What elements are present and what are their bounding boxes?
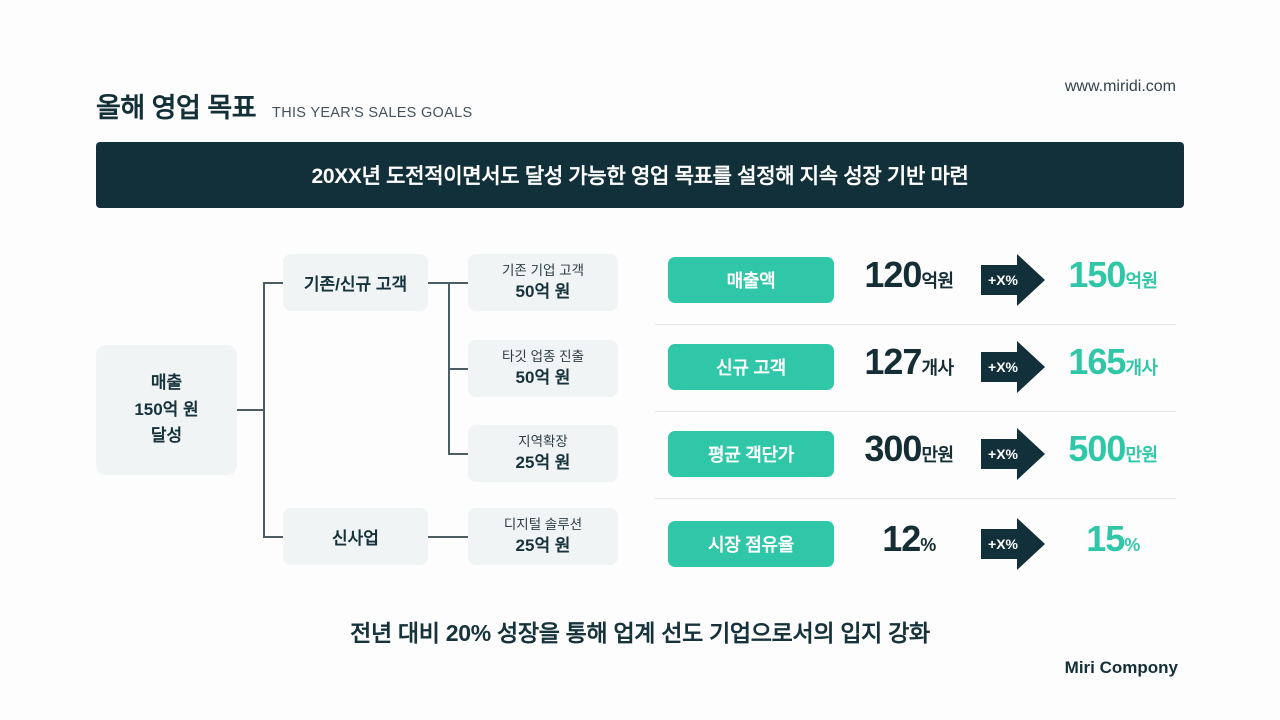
connector-line (448, 282, 468, 284)
target-number: 165 (1068, 341, 1126, 382)
summary-statement: 전년 대비 20% 성장을 통해 업계 선도 기업으로서의 입지 강화 (350, 620, 930, 646)
row-divider (655, 498, 1176, 499)
current-unit: 억원 (921, 271, 954, 291)
leaf-value: 50억 원 (515, 367, 571, 387)
growth-arrow-label: +X% (988, 359, 1018, 375)
current-number: 120 (864, 254, 922, 295)
row-divider (655, 411, 1176, 412)
leaf-label: 지역확장 (518, 434, 568, 450)
target-number: 150 (1068, 254, 1126, 295)
current-number: 300 (864, 428, 922, 469)
metric-current-avg-order-value: 300 만원 (834, 428, 984, 470)
growth-arrow-label: +X% (988, 446, 1018, 462)
metric-target-avg-order-value: 500 만원 (1038, 428, 1188, 470)
metric-current-new-customers: 127 개사 (834, 341, 984, 383)
target-unit: 만원 (1125, 445, 1158, 465)
tree-leaf-target-industry: 타깃 업종 진출 50억 원 (468, 340, 618, 397)
connector-line (237, 409, 263, 411)
branch-label: 기존/신규 고객 (303, 275, 408, 294)
tree-root-node: 매출 150억 원 달성 (96, 345, 237, 475)
page-subtitle: THIS YEAR'S SALES GOALS (272, 105, 473, 121)
page-title: 올해 영업 목표 (96, 93, 257, 123)
tree-leaf-digital-solution: 디지털 솔루션 25억 원 (468, 508, 618, 565)
current-number: 127 (864, 341, 922, 382)
company-name: Miri Compony (1064, 658, 1178, 677)
metric-label-revenue: 매출액 (668, 257, 834, 303)
metric-label-new-customers: 신규 고객 (668, 344, 834, 390)
target-unit: 개사 (1125, 358, 1158, 378)
tree-leaf-regional-expansion: 지역확장 25억 원 (468, 425, 618, 482)
metric-label-text: 매출액 (726, 271, 776, 291)
root-line-3: 달성 (150, 426, 183, 446)
current-number: 12 (882, 518, 921, 559)
growth-arrow-icon: +X% (981, 341, 1045, 393)
connector-line (263, 536, 283, 538)
connector-line (263, 282, 283, 284)
target-unit: 억원 (1125, 271, 1158, 291)
current-unit: % (920, 535, 936, 555)
connector-line (428, 282, 448, 284)
metric-current-market-share: 12 % (834, 518, 984, 560)
goal-banner: 20XX년 도전적이면서도 달성 가능한 영업 목표를 설정해 지속 성장 기반… (96, 142, 1184, 208)
connector-line (448, 368, 468, 370)
leaf-label: 기존 기업 고객 (501, 263, 585, 279)
website-url: www.miridi.com (1064, 78, 1176, 95)
growth-arrow-icon: +X% (981, 254, 1045, 306)
leaf-label: 디지털 솔루션 (503, 517, 583, 533)
metric-target-market-share: 15 % (1038, 518, 1188, 560)
growth-arrow-label: +X% (988, 272, 1018, 288)
leaf-value: 25억 원 (515, 452, 571, 472)
metric-label-text: 평균 객단가 (707, 445, 794, 465)
leaf-value: 25억 원 (515, 535, 571, 555)
target-number: 15 (1086, 518, 1125, 559)
tree-branch-existing-new-customers: 기존/신규 고객 (283, 254, 428, 311)
connector-line (428, 536, 468, 538)
tree-leaf-existing-corporate: 기존 기업 고객 50억 원 (468, 254, 618, 311)
leaf-value: 50억 원 (515, 281, 571, 301)
row-divider (655, 324, 1176, 325)
metric-target-new-customers: 165 개사 (1038, 341, 1188, 383)
branch-label: 신사업 (332, 529, 379, 548)
growth-arrow-label: +X% (988, 536, 1018, 552)
metric-label-market-share: 시장 점유율 (668, 521, 834, 567)
root-line-2: 150억 원 (134, 399, 199, 419)
root-line-1: 매출 (150, 373, 183, 393)
target-unit: % (1124, 535, 1140, 555)
growth-arrow-icon: +X% (981, 428, 1045, 480)
metric-label-text: 시장 점유율 (707, 535, 794, 555)
connector-line (448, 453, 468, 455)
metric-current-revenue: 120 억원 (834, 254, 984, 296)
leaf-label: 타깃 업종 진출 (501, 349, 585, 365)
growth-arrow-icon: +X% (981, 518, 1045, 570)
connector-line (263, 282, 265, 537)
metric-label-avg-order-value: 평균 객단가 (668, 431, 834, 477)
target-number: 500 (1068, 428, 1126, 469)
metric-target-revenue: 150 억원 (1038, 254, 1188, 296)
goal-banner-text: 20XX년 도전적이면서도 달성 가능한 영업 목표를 설정해 지속 성장 기반… (311, 165, 969, 188)
metric-label-text: 신규 고객 (716, 358, 786, 378)
tree-branch-new-business: 신사업 (283, 508, 428, 565)
current-unit: 만원 (921, 445, 954, 465)
page-title-row: 올해 영업 목표 THIS YEAR'S SALES GOALS (96, 86, 472, 125)
current-unit: 개사 (921, 358, 954, 378)
